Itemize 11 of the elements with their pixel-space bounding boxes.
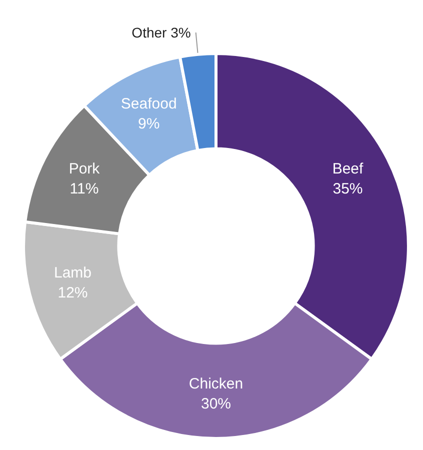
slice-label: Beef [332,160,364,178]
data-label: 11% [70,180,99,198]
slice-label: Seafood [120,96,177,113]
slice-label: Chicken [188,375,244,392]
data-label: 9% [138,116,160,133]
data-label: 30% [200,395,232,412]
slice-label: Other 3% [132,24,191,40]
data-label: 12% [58,284,88,302]
data-label: 35% [332,180,363,198]
slice-label: Pork [68,160,100,178]
slice-label: Lamb [54,264,92,282]
